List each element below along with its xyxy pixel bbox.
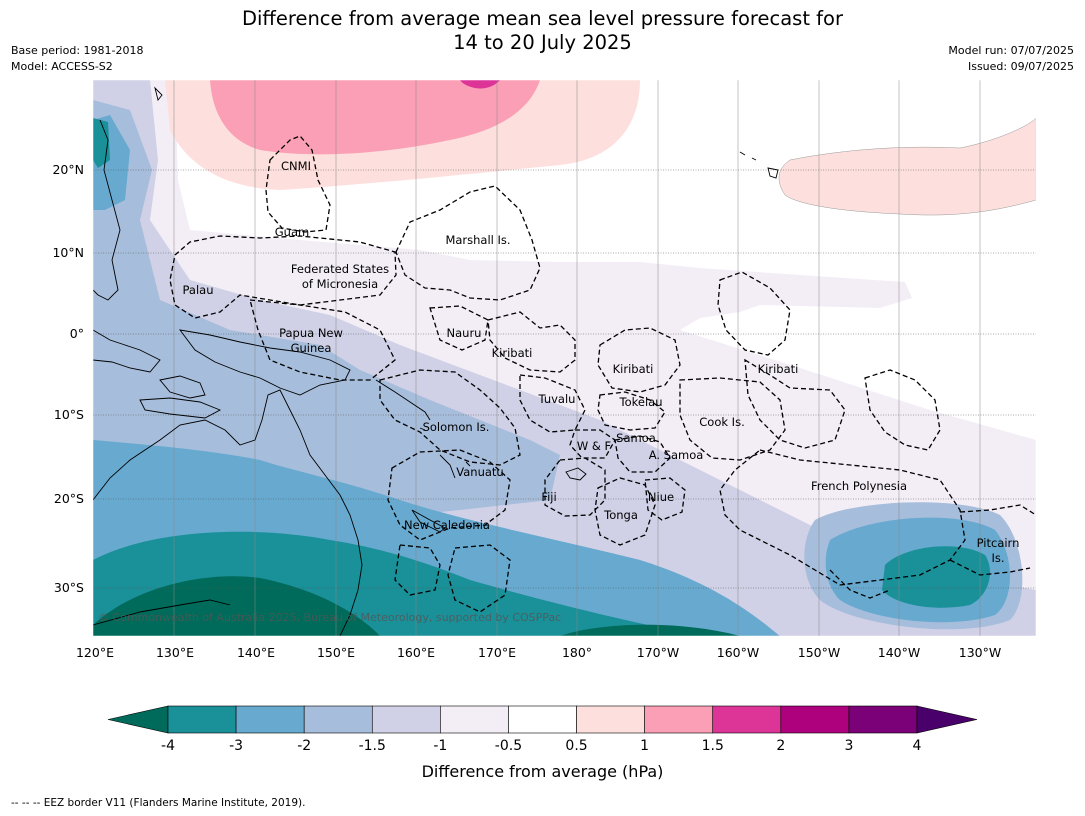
colorbar-tick-label: -1.5: [359, 738, 386, 754]
label-fiji: Fiji: [541, 490, 556, 504]
region-labels: CNMI Guam Marshall Is. Federated States …: [183, 159, 1020, 565]
colorbar-label: Difference from average (hPa): [421, 762, 664, 781]
label-solomon-islands: Solomon Is.: [423, 420, 490, 434]
label-tokelau: Tokelau: [619, 395, 663, 409]
lon-tick-130e: 130°E: [156, 645, 194, 660]
label-palau: Palau: [183, 283, 214, 297]
colorbar-segment: [508, 705, 577, 734]
label-french-polynesia: French Polynesia: [811, 479, 907, 493]
colorbar-segment: [440, 705, 509, 734]
lon-tick-170w: 170°W: [637, 645, 679, 660]
colorbar-segment: [712, 705, 782, 734]
colorbar-segment: [371, 705, 441, 734]
lat-tick-10n: 10°N: [52, 245, 84, 260]
colorbar-segment: [576, 705, 645, 734]
label-pitcairn-line1: Pitcairn: [977, 536, 1020, 550]
lon-tick-160w: 160°W: [717, 645, 759, 660]
lon-tick-170e: 170°E: [478, 645, 516, 660]
base-period-text: Base period: 1981-2018: [11, 44, 144, 57]
label-kiribati-east: Kiribati: [758, 362, 799, 376]
label-nauru: Nauru: [447, 326, 482, 340]
colorbar-segment: [848, 705, 918, 734]
label-american-samoa: A. Samoa: [649, 448, 704, 462]
colorbar-tick-label: 0.5: [565, 738, 587, 754]
colorbar-tick-label: 3: [844, 738, 853, 754]
label-tonga: Tonga: [603, 508, 638, 522]
colorbar-tick-label: -2: [297, 738, 311, 754]
copyright-notice: © Commonwealth of Australia 2025, Bureau…: [98, 611, 561, 624]
map-frame: [92, 79, 1037, 637]
colorbar-tick-label: -1: [433, 738, 447, 754]
eez-borders: [169, 135, 1036, 613]
label-tuvalu: Tuvalu: [538, 392, 576, 406]
colorbar-tick-label: -0.5: [495, 738, 522, 754]
label-vanuatu: Vanuatu: [456, 465, 503, 479]
lat-tick-0: 0°: [70, 326, 84, 341]
lat-tick-10s: 10°S: [54, 407, 84, 422]
colorbar-tick-label: -3: [229, 738, 243, 754]
colorbar-segment: [167, 705, 237, 734]
label-marshall-islands: Marshall Is.: [445, 233, 510, 247]
label-png-line1: Papua New: [279, 326, 343, 340]
lon-tick-140e: 140°E: [237, 645, 275, 660]
coastlines: [93, 86, 779, 636]
lat-tick-20n: 20°N: [52, 162, 84, 177]
lon-tick-180: 180°: [562, 645, 592, 660]
label-wallis-futuna: W & F: [577, 439, 611, 453]
colorbar-segment: [780, 705, 850, 734]
model-text: Model: ACCESS-S2: [11, 60, 113, 73]
issued-text: Issued: 09/07/2025: [967, 60, 1074, 73]
eez-footnote: -- -- -- EEZ border V11 (Flanders Marine…: [11, 797, 306, 809]
lon-tick-160e: 160°E: [397, 645, 435, 660]
colorbar-tick-label: 2: [776, 738, 785, 754]
label-pitcairn-line2: Is.: [991, 551, 1004, 565]
label-kiribati-west: Kiribati: [492, 346, 533, 360]
lon-tick-130w: 130°W: [959, 645, 1001, 660]
label-fsm-line1: Federated States: [291, 262, 389, 276]
map-title-line1: Difference from average mean sea level p…: [242, 7, 843, 30]
colorbar-segment: [644, 705, 714, 734]
colorbar-segment: [235, 705, 305, 734]
colorbar-extend-high: [916, 705, 978, 734]
label-fsm-line2: of Micronesia: [302, 277, 378, 291]
graticule: [93, 169, 1036, 589]
lat-tick-20s: 20°S: [54, 491, 84, 506]
label-niue: Niue: [648, 490, 674, 504]
label-cnmi: CNMI: [281, 159, 311, 173]
label-new-caledonia: New Caledonia: [404, 518, 490, 532]
lon-tick-140w: 140°W: [878, 645, 920, 660]
model-run-text: Model run: 07/07/2025: [948, 44, 1074, 57]
map-title-line2: 14 to 20 July 2025: [453, 31, 632, 54]
label-png-line2: Guinea: [291, 341, 332, 355]
colorbar-tick-label: 1.5: [702, 738, 724, 754]
label-kiribati-central: Kiribati: [613, 362, 654, 376]
label-cook-islands: Cook Is.: [699, 415, 744, 429]
meridians: [173, 80, 981, 636]
colorbar-segment: [303, 705, 373, 734]
colorbar-extend-low: [107, 705, 169, 734]
lon-tick-labels: 120°E 130°E 140°E 150°E 160°E 170°E 180°…: [76, 645, 1001, 660]
colorbar-tick-label: -4: [161, 738, 175, 754]
colorbar-tick-labels: -4 -3 -2 -1.5 -1 -0.5 0.5 1 1.5 2 3 4: [161, 738, 922, 754]
lat-tick-30s: 30°S: [54, 580, 84, 595]
lon-tick-150w: 150°W: [798, 645, 840, 660]
colorbar-tick-label: 4: [913, 738, 922, 754]
colorbar-tick-label: 1: [640, 738, 649, 754]
lon-tick-150e: 150°E: [317, 645, 355, 660]
anomaly-shading: [93, 80, 1036, 636]
label-guam: Guam: [275, 225, 309, 239]
lat-tick-labels: 20°N 10°N 0° 10°S 20°S 30°S: [52, 162, 84, 595]
label-samoa: Samoa: [616, 431, 656, 445]
colorbar: [107, 705, 978, 734]
lon-tick-120e: 120°E: [76, 645, 114, 660]
